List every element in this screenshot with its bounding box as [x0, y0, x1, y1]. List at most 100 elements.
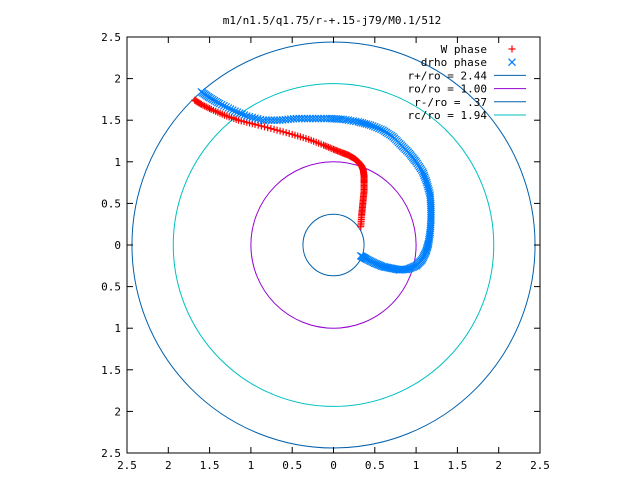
series-1-point-30-fill-4 [233, 108, 242, 117]
y-tick-label-1: 2 [114, 73, 121, 86]
series-0 [191, 96, 368, 231]
series-1-point-15-fill-1-d2 [422, 176, 431, 185]
series-0-point-13-fill-4 [323, 143, 331, 151]
series-1-point-22-fill-4-d2 [358, 119, 367, 127]
series-1-point-14-fill-3-d2 [424, 184, 433, 193]
y-tick-label-7: 1 [114, 322, 121, 335]
series-1-point-31 [228, 106, 237, 115]
series-1-point-14-d2 [426, 191, 435, 200]
series-1-point-27-fill-3-d2 [284, 115, 292, 124]
series-1-point-22-d2 [366, 121, 375, 130]
series-1-point-13-fill-5-d2 [426, 193, 435, 202]
x-tick-label-5: 0 [330, 459, 337, 472]
series-1-point-15-fill-2-d2 [421, 175, 430, 183]
series-1-point-21-fill-3 [372, 123, 381, 132]
y-tick-label-8: 1.5 [101, 364, 121, 377]
series-1-point-29-fill-5 [245, 112, 254, 121]
series-1-point-31-fill-1 [226, 105, 235, 114]
reference-circle-1 [250, 161, 417, 329]
series-1-point-30-fill-5 [231, 107, 239, 116]
x-tick-label-0: 2.5 [117, 459, 137, 472]
y-tick-label-4: 0.5 [101, 197, 121, 210]
y-tick-label-3: 1 [114, 156, 121, 169]
series-1-point-27-fill-2-d2 [286, 115, 295, 124]
series-1-point-31-fill-5 [217, 100, 226, 109]
series-1-point-9-fill-4-d2 [423, 242, 432, 251]
series-1-point-22-fill-1-d2 [364, 120, 373, 129]
chart-title: m1/n1.5/q1.75/r-+.15-j79/M0.1/512 [223, 14, 442, 27]
legend-label-1: drho phase [421, 56, 487, 69]
series-1-point-27-fill-4-d2 [281, 115, 290, 124]
y-tick-label-2: 1.5 [101, 114, 121, 127]
series-0-point-13-fill-3 [325, 143, 333, 151]
series-1-point-21-d2 [379, 126, 387, 135]
legend-label-2: r+/ro = 2.44 [408, 69, 488, 82]
y-tick-label-0: 2.5 [101, 31, 121, 44]
series-1-point-34-d2 [197, 87, 206, 96]
series-1-point-27-d2 [292, 114, 301, 123]
series-0-point-21-fill-4 [201, 102, 209, 110]
series-1-point-21-fill-3-d2 [372, 123, 381, 132]
y-tick-label-9: 2 [114, 405, 121, 418]
series-0-point-16-fill-2 [282, 129, 290, 137]
series-0-point-16-fill-1 [285, 130, 293, 138]
series-0-point-17 [270, 125, 278, 133]
series-0-point-17-fill-5 [254, 121, 262, 129]
series-1-point-21-fill-4-d2 [370, 122, 379, 131]
legend-label-4: r-/ro = .37 [414, 96, 487, 109]
series-0-point-16-fill-3 [279, 128, 287, 136]
legend-label-3: ro/ro = 1.00 [408, 83, 487, 96]
series-1-point-14-fill-1-d2 [425, 189, 434, 197]
x-tick-label-2: 1.5 [200, 459, 220, 472]
series-1-point-9-fill-4 [423, 242, 432, 251]
series-1-point-31-fill-2-d2 [224, 104, 233, 112]
reference-circle-2 [302, 213, 365, 277]
legend-marker-1-d2 [508, 58, 516, 67]
series-0-point-16-fill-5 [273, 126, 281, 134]
series-1-point-31-fill-2 [224, 104, 233, 112]
x-tick-label-7: 1 [413, 459, 420, 472]
series-0-point-13-fill-1 [328, 145, 336, 153]
series-1-point-31-fill-1-d2 [226, 105, 235, 114]
legend-label-5: rc/ro = 1.94 [408, 109, 488, 122]
series-0-point-21-fill-1 [206, 105, 214, 113]
series-1-point-15-d2 [422, 178, 431, 187]
series-0-point-21-fill-2 [204, 104, 212, 112]
series-0-point-13 [330, 145, 337, 153]
series-1-point-22-fill-2-d2 [362, 120, 371, 129]
series-1-point-14-fill-5-d2 [423, 180, 432, 189]
series-0-point-17-fill-3 [261, 123, 269, 131]
legend-marker-0 [508, 45, 516, 53]
reference-circle-3 [172, 83, 495, 407]
series-0-point-16-fill-4 [276, 127, 284, 135]
series-1-point-31-fill-5-d2 [217, 100, 226, 109]
series-1-point-14-fill-4-d2 [424, 182, 432, 191]
series-0-point-17-fill-1 [267, 125, 275, 133]
data-series [191, 87, 435, 274]
series-1 [197, 87, 435, 274]
series-1-point-30-fill-4-d2 [233, 108, 242, 117]
series-1-point-31-fill-3 [222, 102, 231, 111]
series-1-point-30-fill-5-d2 [231, 107, 239, 116]
series-1-point-27-fill-1-d2 [289, 114, 298, 123]
series-1-point-34 [197, 87, 206, 96]
series-1-point-30 [242, 112, 251, 120]
series-1-point-30-fill-1-d2 [240, 111, 249, 119]
series-1-point-31-fill-4 [219, 101, 228, 110]
axis-ticks: 2.5 2 1.5 1 0.5 0 0.5 1 1.5 2 2.52.521.510.500.511… [101, 31, 550, 472]
series-1-point-21-fill-1-d2 [377, 125, 385, 134]
series-0-point-22-fill-5 [192, 97, 200, 105]
x-tick-label-10: 2.5 [530, 459, 550, 472]
series-1-point-30-fill-3-d2 [235, 109, 244, 118]
x-tick-label-3: 1 [248, 459, 255, 472]
x-tick-label-6: 0.5 [365, 459, 385, 472]
series-1-point-21-fill-5 [368, 122, 377, 130]
series-1-point-21 [379, 126, 387, 135]
series-1-point-26-fill-5-d2 [295, 114, 304, 123]
series-0-point-16 [288, 130, 296, 138]
series-0-point-13-fill-5 [321, 142, 329, 150]
y-tick-label-10: 2.5 [101, 447, 121, 460]
